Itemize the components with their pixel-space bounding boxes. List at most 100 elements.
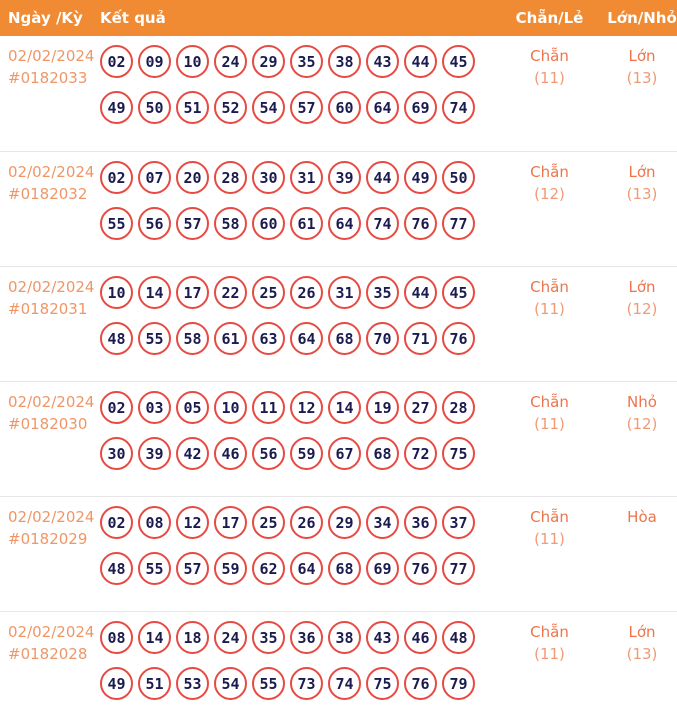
lottery-ball: 53: [176, 667, 209, 700]
lottery-ball: 08: [138, 506, 171, 539]
result-numbers-cell: 02 08 12 17 25 26 29 34 36 37 48 55 57 59 62 64 68 69 76 7…: [97, 506, 492, 611]
lottery-ball: 19: [366, 391, 399, 424]
lottery-ball: 54: [214, 667, 247, 700]
lottery-ball: 46: [214, 437, 247, 470]
date-period-cell: 02/02/2024 #0182029: [0, 506, 97, 611]
big-small-label: Lớn: [628, 623, 656, 641]
lottery-ball: 18: [176, 621, 209, 654]
lottery-ball: 63: [252, 322, 285, 355]
big-small-cell: Nhỏ (12): [607, 391, 677, 496]
lottery-ball: 38: [328, 45, 361, 78]
even-odd-cell: Chẵn (11): [492, 621, 607, 726]
even-odd-label: Chẵn: [530, 163, 569, 181]
lottery-ball: 02: [100, 506, 133, 539]
draw-period: #0182033: [8, 69, 88, 87]
lottery-ball: 36: [404, 506, 437, 539]
even-odd-count: (11): [534, 69, 565, 87]
lottery-ball: 55: [100, 207, 133, 240]
lottery-ball: 39: [138, 437, 171, 470]
lottery-ball: 54: [252, 91, 285, 124]
lottery-ball: 28: [442, 391, 475, 424]
draw-period: #0182032: [8, 185, 88, 203]
lottery-ball: 17: [214, 506, 247, 539]
lottery-ball: 25: [252, 506, 285, 539]
lottery-ball: 51: [138, 667, 171, 700]
ball-line-1: 02 07 20 28 30 31 39 44 49 50: [100, 161, 492, 194]
lottery-ball: 61: [214, 322, 247, 355]
lottery-ball: 26: [290, 506, 323, 539]
result-numbers-cell: 02 09 10 24 29 35 38 43 44 45 49 50 51 52 54 57 60 64 69 7…: [97, 45, 492, 151]
lottery-ball: 10: [214, 391, 247, 424]
lottery-ball: 75: [366, 667, 399, 700]
draw-period: #0182029: [8, 530, 88, 548]
lottery-ball: 10: [100, 276, 133, 309]
even-odd-label: Chẵn: [530, 508, 569, 526]
big-small-label: Lớn: [628, 278, 656, 296]
big-small-count: (13): [626, 185, 658, 203]
big-small-cell: Lớn (13): [607, 621, 677, 726]
date-period-cell: 02/02/2024 #0182033: [0, 45, 97, 151]
lottery-ball: 43: [366, 621, 399, 654]
draw-date: 02/02/2024: [8, 508, 95, 526]
lottery-ball: 28: [214, 161, 247, 194]
result-row: 02/02/2024 #0182031 10 14 17 22 25 26 31 35 44 45…: [0, 266, 677, 381]
lottery-ball: 77: [442, 552, 475, 585]
lottery-ball: 02: [100, 45, 133, 78]
big-small-cell: Hòa: [607, 506, 677, 611]
lottery-ball: 20: [176, 161, 209, 194]
ball-line-2: 48 55 58 61 63 64 68 70 71 76: [100, 322, 492, 355]
even-odd-count: (11): [534, 645, 565, 663]
lottery-ball: 49: [100, 91, 133, 124]
lottery-ball: 76: [404, 667, 437, 700]
lottery-ball: 59: [214, 552, 247, 585]
result-numbers-cell: 02 07 20 28 30 31 39 44 49 50 55 56 57 58 60 61 64 74 76 7…: [97, 161, 492, 266]
lottery-ball: 29: [252, 45, 285, 78]
lottery-ball: 35: [290, 45, 323, 78]
lottery-ball: 22: [214, 276, 247, 309]
lottery-ball: 05: [176, 391, 209, 424]
big-small-label: Lớn: [628, 163, 656, 181]
lottery-ball: 31: [290, 161, 323, 194]
lottery-ball: 07: [138, 161, 171, 194]
big-small-cell: Lớn (13): [607, 161, 677, 266]
lottery-ball: 48: [100, 322, 133, 355]
even-odd-count: (11): [534, 300, 565, 318]
lottery-ball: 30: [100, 437, 133, 470]
lottery-ball: 62: [252, 552, 285, 585]
lottery-ball: 10: [176, 45, 209, 78]
column-header-big-small: Lớn/Nhỏ: [607, 9, 677, 27]
lottery-ball: 60: [328, 91, 361, 124]
lottery-ball: 38: [328, 621, 361, 654]
lottery-ball: 71: [404, 322, 437, 355]
lottery-ball: 74: [442, 91, 475, 124]
draw-date: 02/02/2024: [8, 623, 95, 641]
lottery-ball: 14: [138, 276, 171, 309]
result-row: 02/02/2024 #0182030 02 03 05 10 11 12 14 19 27 28…: [0, 381, 677, 496]
ball-line-2: 48 55 57 59 62 64 68 69 76 77: [100, 552, 492, 585]
ball-line-1: 02 08 12 17 25 26 29 34 36 37: [100, 506, 492, 539]
big-small-label: Nhỏ: [627, 393, 657, 411]
lottery-ball: 64: [366, 91, 399, 124]
lottery-ball: 12: [176, 506, 209, 539]
lottery-ball: 48: [442, 621, 475, 654]
draw-date: 02/02/2024: [8, 47, 95, 65]
lottery-ball: 42: [176, 437, 209, 470]
lottery-ball: 67: [328, 437, 361, 470]
lottery-ball: 76: [442, 322, 475, 355]
lottery-ball: 70: [366, 322, 399, 355]
lottery-ball: 55: [138, 322, 171, 355]
even-odd-count: (11): [534, 415, 565, 433]
lottery-ball: 57: [176, 207, 209, 240]
big-small-count: (12): [626, 300, 658, 318]
lottery-ball: 12: [290, 391, 323, 424]
lottery-ball: 64: [290, 322, 323, 355]
lottery-ball: 30: [252, 161, 285, 194]
big-small-count: (12): [626, 415, 658, 433]
lottery-ball: 57: [290, 91, 323, 124]
result-row: 02/02/2024 #0182033 02 09 10 24 29 35 38 43 44 45…: [0, 36, 677, 151]
draw-period: #0182030: [8, 415, 88, 433]
lottery-ball: 45: [442, 276, 475, 309]
lottery-ball: 24: [214, 621, 247, 654]
lottery-ball: 79: [442, 667, 475, 700]
